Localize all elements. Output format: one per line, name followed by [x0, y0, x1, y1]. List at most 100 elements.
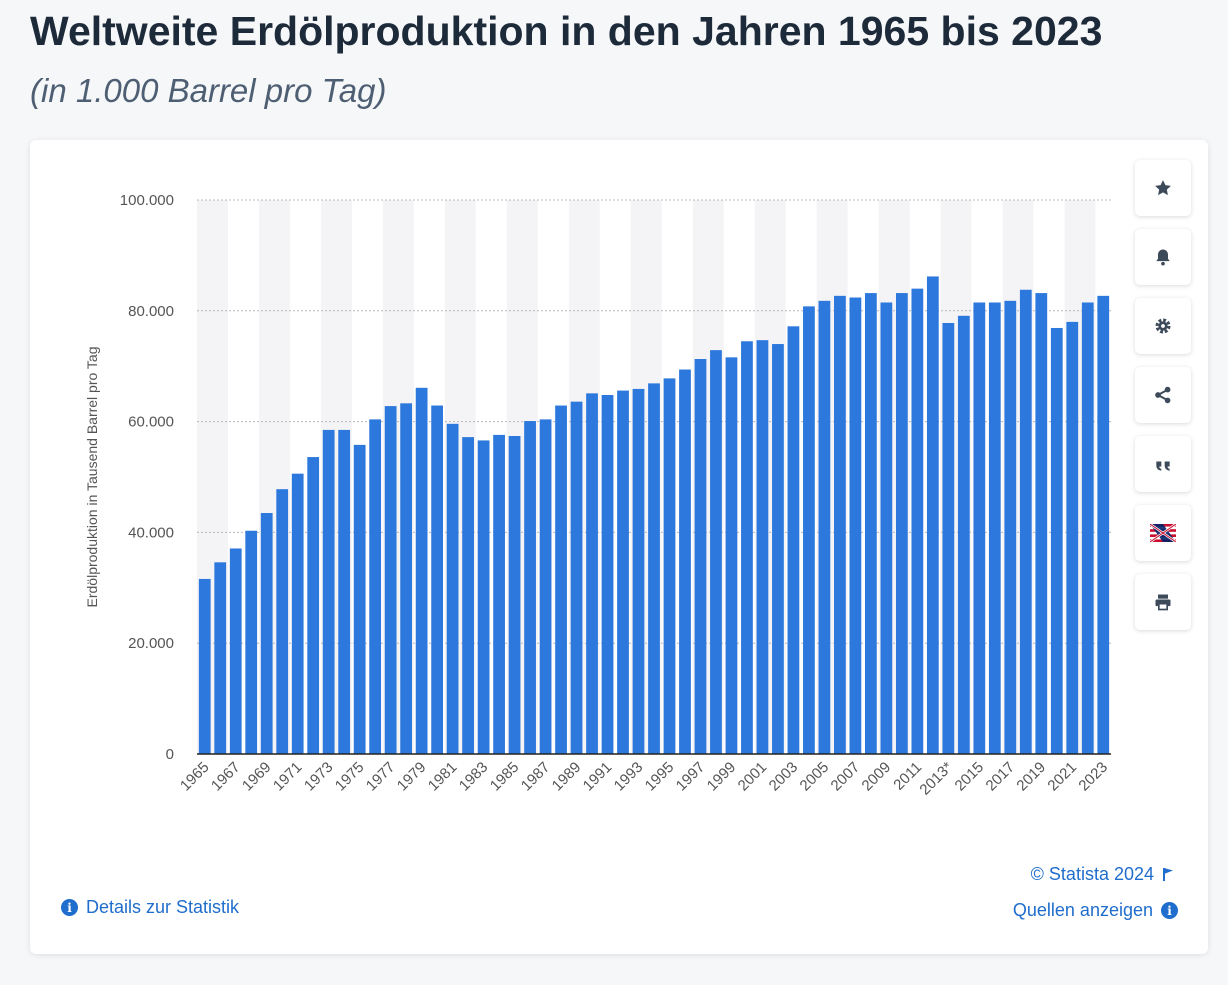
bar-2006[interactable]	[834, 295, 846, 754]
bar-2022[interactable]	[1081, 302, 1094, 754]
copyright-link[interactable]: © Statista 2024	[1031, 864, 1174, 885]
bar-2005[interactable]	[818, 300, 831, 754]
x-tick-label: 1991	[580, 759, 616, 795]
info-icon: i	[61, 899, 78, 916]
info-icon: i	[1161, 902, 1178, 919]
settings-button[interactable]	[1135, 298, 1191, 354]
x-tick-label: 2001	[735, 759, 771, 795]
bar-2011[interactable]	[911, 288, 924, 754]
y-tick-label: 0	[166, 746, 174, 763]
x-tick-label: 1999	[704, 759, 740, 795]
bar-2000[interactable]	[741, 341, 753, 754]
bar-2007[interactable]	[849, 297, 862, 754]
bars	[198, 276, 1110, 754]
bar-2016[interactable]	[988, 302, 1001, 754]
bar-2004[interactable]	[803, 306, 815, 754]
bar-2012[interactable]	[926, 276, 939, 754]
x-tick-label: 2017	[983, 759, 1019, 795]
cite-button[interactable]	[1135, 436, 1191, 492]
copyright-label: © Statista 2024	[1030, 864, 1154, 884]
x-tick-label: 1985	[487, 759, 523, 795]
print-button[interactable]	[1135, 574, 1191, 630]
bar-1981[interactable]	[446, 423, 459, 754]
x-tick-label: 2023	[1075, 759, 1111, 795]
y-tick-label: 100.000	[120, 192, 174, 209]
bar-1998[interactable]	[710, 350, 722, 754]
bar-1965[interactable]	[198, 578, 211, 754]
x-tick-label: 2007	[828, 759, 864, 795]
bar-1985[interactable]	[508, 436, 521, 754]
flag-marker-icon	[1163, 868, 1173, 881]
x-tick-label: 2021	[1044, 759, 1080, 795]
bar-1996[interactable]	[679, 369, 691, 754]
bar-1971[interactable]	[291, 473, 304, 754]
share-button[interactable]	[1135, 367, 1191, 423]
language-button[interactable]	[1135, 505, 1191, 561]
bar-1992[interactable]	[617, 390, 629, 754]
bar-2019[interactable]	[1035, 293, 1048, 754]
bar-1984[interactable]	[493, 434, 505, 754]
bar-1997[interactable]	[694, 358, 707, 754]
bar-1988[interactable]	[555, 405, 567, 754]
y-tick-label: 80.000	[128, 303, 174, 320]
bar-1975[interactable]	[353, 444, 366, 754]
bar-1999[interactable]	[725, 357, 738, 754]
page-subtitle: (in 1.000 Barrel pro Tag)	[30, 72, 387, 109]
bar-2018[interactable]	[1019, 289, 1032, 754]
bar-1993[interactable]	[632, 388, 645, 754]
share-icon	[1155, 386, 1171, 404]
bar-1976[interactable]	[369, 419, 382, 754]
bar-1989[interactable]	[570, 401, 583, 754]
bar-1983[interactable]	[477, 440, 490, 754]
bar-1986[interactable]	[524, 421, 536, 754]
bar-1978[interactable]	[400, 403, 413, 754]
bar-1974[interactable]	[338, 429, 351, 754]
bar-2013*[interactable]	[942, 322, 955, 754]
bar-2010[interactable]	[895, 293, 908, 754]
bar-1980[interactable]	[431, 405, 444, 754]
details-label: Details zur Statistik	[86, 897, 240, 917]
x-tick-label: 2013*	[916, 759, 956, 799]
sources-link[interactable]: Quellen anzeigen i	[1013, 900, 1178, 921]
bar-1987[interactable]	[539, 419, 552, 754]
bar-2023[interactable]	[1097, 295, 1110, 754]
bar-2021[interactable]	[1066, 321, 1079, 754]
bar-1967[interactable]	[229, 548, 242, 754]
favorite-button[interactable]	[1135, 160, 1191, 216]
bar-2003[interactable]	[787, 326, 800, 754]
star-icon	[1155, 180, 1171, 196]
notification-button[interactable]	[1135, 229, 1191, 285]
bar-2008[interactable]	[864, 293, 877, 754]
bar-1994[interactable]	[648, 383, 660, 754]
y-tick-label: 40.000	[128, 524, 174, 541]
details-link[interactable]: i Details zur Statistik	[61, 897, 239, 918]
printer-icon	[1155, 594, 1171, 611]
bar-2009[interactable]	[880, 302, 893, 754]
bar-1979[interactable]	[415, 387, 428, 754]
chart-card: 0 20.000 40.000 60.000 80.000 100.000 1965 196…	[30, 140, 1208, 954]
bar-2001[interactable]	[756, 340, 769, 754]
x-tick-label: 2015	[952, 759, 988, 795]
bar-1991[interactable]	[601, 395, 614, 754]
bar-1973[interactable]	[322, 429, 335, 754]
bar-1995[interactable]	[663, 378, 676, 754]
bar-2020[interactable]	[1050, 327, 1063, 754]
bar-1977[interactable]	[384, 406, 397, 754]
bar-1966[interactable]	[214, 562, 227, 754]
bar-2017[interactable]	[1004, 300, 1017, 754]
bar-1968[interactable]	[245, 530, 258, 754]
bar-1982[interactable]	[462, 437, 474, 754]
sources-label: Quellen anzeigen	[1012, 900, 1153, 920]
x-tick-label: 1967	[208, 759, 244, 795]
bar-2002[interactable]	[772, 344, 784, 754]
y-axis-label: Erdölproduktion in Tausend Barrel pro Ta…	[84, 347, 100, 608]
x-tick-label: 1977	[363, 759, 399, 795]
bar-1970[interactable]	[276, 489, 289, 754]
bar-1990[interactable]	[586, 393, 598, 754]
x-tick-labels: 1965196719691971197319751977197919811983…	[177, 759, 1111, 799]
y-tick-labels: 0 20.000 40.000 60.000 80.000 100.000	[120, 192, 174, 763]
bar-2015[interactable]	[973, 302, 986, 754]
bar-1972[interactable]	[307, 457, 320, 754]
bar-1969[interactable]	[260, 513, 273, 754]
bar-2014[interactable]	[957, 315, 970, 754]
